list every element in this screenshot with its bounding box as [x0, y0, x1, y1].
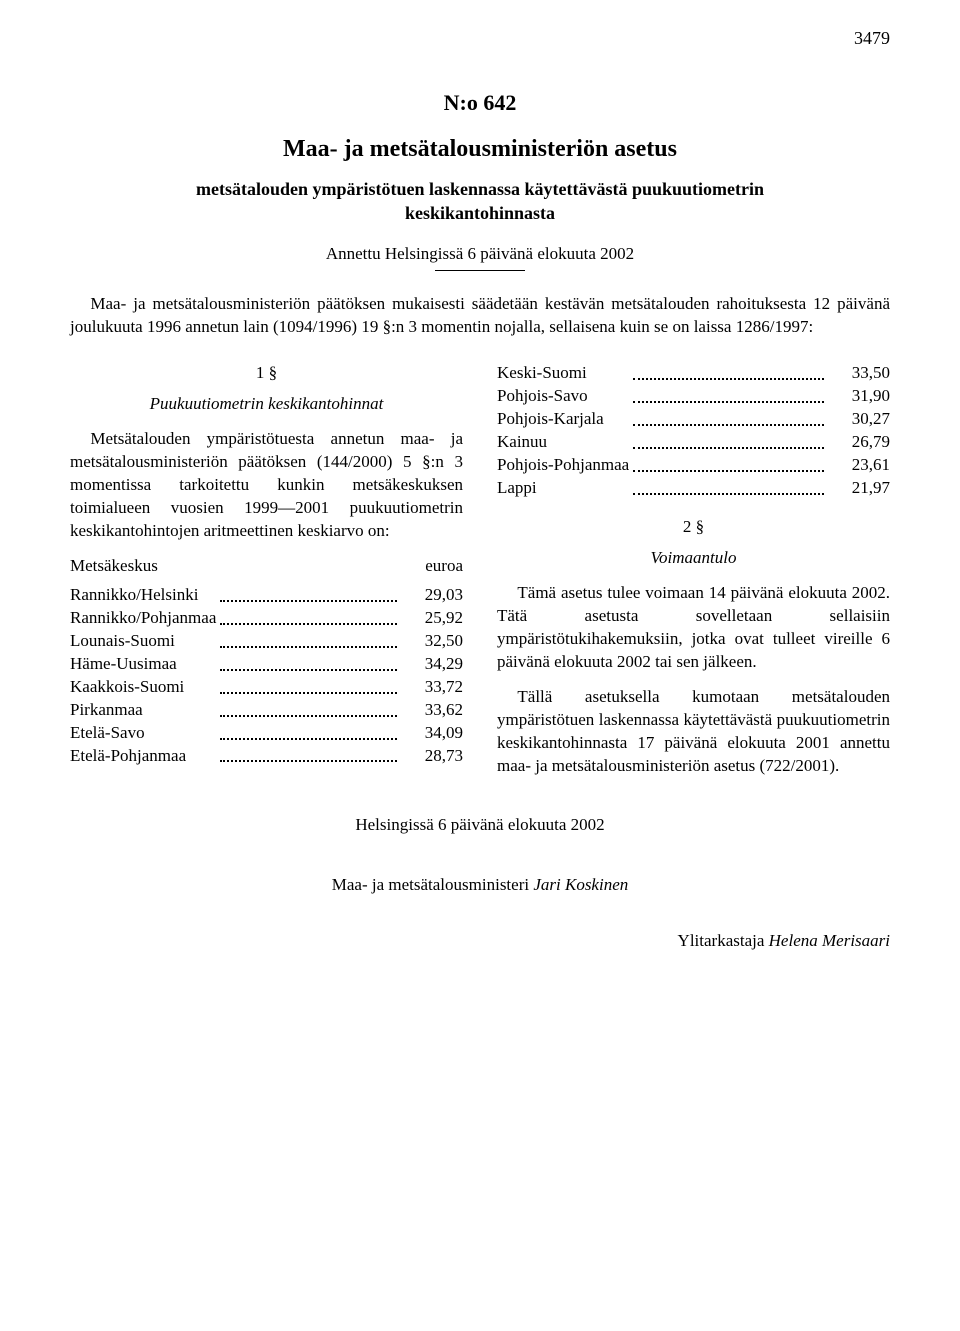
row-value: 23,61 — [824, 454, 890, 477]
row-value: 33,50 — [824, 362, 890, 385]
document-header: N:o 642 Maa- ja metsätalousministeriön a… — [70, 90, 890, 271]
table-row: Kainuu 26,79 — [497, 431, 890, 454]
table-row: Rannikko/Helsinki 29,03 — [70, 584, 463, 607]
row-value: 32,50 — [397, 630, 463, 653]
table-row: Etelä-Savo 34,09 — [70, 722, 463, 745]
inspector-line: Ylitarkastaja Helena Merisaari — [70, 931, 890, 951]
row-value: 25,92 — [397, 607, 463, 630]
row-label: Lappi — [497, 477, 633, 500]
row-label: Etelä-Savo — [70, 722, 220, 745]
row-label: Rannikko/Pohjanmaa — [70, 607, 220, 630]
row-label: Kaakkois-Suomi — [70, 676, 220, 699]
table-row: Häme-Uusimaa 34,29 — [70, 653, 463, 676]
section-2-number: 2 § — [497, 516, 890, 539]
row-value: 33,62 — [397, 699, 463, 722]
table-row: Rannikko/Pohjanmaa 25,92 — [70, 607, 463, 630]
row-label: Kainuu — [497, 431, 633, 454]
minister-line: Maa- ja metsätalousministeri Jari Koskin… — [70, 875, 890, 895]
section-1-paragraph: Metsätalouden ympäristötuesta annetun ma… — [70, 428, 463, 543]
row-value: 26,79 — [824, 431, 890, 454]
header-rule — [435, 270, 525, 271]
table-row: Keski-Suomi 33,50 — [497, 362, 890, 385]
table-row: Pirkanmaa 33,62 — [70, 699, 463, 722]
minister-name: Jari Koskinen — [533, 875, 628, 894]
row-label: Etelä-Pohjanmaa — [70, 745, 220, 768]
table-row: Pohjois-Karjala 30,27 — [497, 408, 890, 431]
section-2-title: Voimaantulo — [497, 547, 890, 570]
price-table-right: Keski-Suomi 33,50 Pohjois-Savo 31,90 Pohjo… — [497, 362, 890, 500]
row-label: Keski-Suomi — [497, 362, 633, 385]
document-number: N:o 642 — [70, 90, 890, 116]
section-1-number: 1 § — [70, 362, 463, 385]
minister-title: Maa- ja metsätalousministeri — [332, 875, 534, 894]
row-label: Pohjois-Karjala — [497, 408, 633, 431]
inspector-name: Helena Merisaari — [769, 931, 890, 950]
row-label: Pohjois-Savo — [497, 385, 633, 408]
row-value: 31,90 — [824, 385, 890, 408]
table-row: Lappi 21,97 — [497, 477, 890, 500]
section-1-title: Puukuutiometrin keskikantohinnat — [70, 393, 463, 416]
row-label: Häme-Uusimaa — [70, 653, 220, 676]
price-table-left: Metsäkeskus euroa Rannikko/Helsinki 29,03… — [70, 555, 463, 767]
document-subtitle: metsätalouden ympäristötuen laskennassa … — [130, 177, 830, 226]
row-value: 34,09 — [397, 722, 463, 745]
row-label: Lounais-Suomi — [70, 630, 220, 653]
table-row: Etelä-Pohjanmaa 28,73 — [70, 745, 463, 768]
table-row: Lounais-Suomi 32,50 — [70, 630, 463, 653]
closing-line: Helsingissä 6 päivänä elokuuta 2002 — [70, 815, 890, 835]
right-column: Keski-Suomi 33,50 Pohjois-Savo 31,90 Pohjo… — [497, 356, 890, 789]
row-value: 28,73 — [397, 745, 463, 768]
issued-line: Annettu Helsingissä 6 päivänä elokuuta 2… — [70, 244, 890, 264]
row-value: 34,29 — [397, 653, 463, 676]
two-column-body: 1 § Puukuutiometrin keskikantohinnat Met… — [70, 356, 890, 789]
table-header-label: Metsäkeskus — [70, 555, 220, 584]
table-row: Pohjois-Savo 31,90 — [497, 385, 890, 408]
inspector-title: Ylitarkastaja — [678, 931, 769, 950]
table-header: Metsäkeskus euroa — [70, 555, 463, 584]
row-value: 33,72 — [397, 676, 463, 699]
section-2-paragraph-1: Tämä asetus tulee voimaan 14 päivänä elo… — [497, 582, 890, 674]
row-value: 30,27 — [824, 408, 890, 431]
document-page: 3479 N:o 642 Maa- ja metsätalousminister… — [0, 0, 960, 1331]
left-column: 1 § Puukuutiometrin keskikantohinnat Met… — [70, 356, 463, 789]
section-2-paragraph-2: Tällä asetuksella kumotaan metsätalouden… — [497, 686, 890, 778]
row-value: 21,97 — [824, 477, 890, 500]
preamble: Maa- ja metsätalousministeriön päätöksen… — [70, 293, 890, 339]
row-value: 29,03 — [397, 584, 463, 607]
table-row: Pohjois-Pohjanmaa 23,61 — [497, 454, 890, 477]
row-label: Pirkanmaa — [70, 699, 220, 722]
document-title: Maa- ja metsätalousministeriön asetus — [70, 136, 890, 163]
table-row: Kaakkois-Suomi 33,72 — [70, 676, 463, 699]
row-label: Pohjois-Pohjanmaa — [497, 454, 633, 477]
row-label: Rannikko/Helsinki — [70, 584, 220, 607]
page-number: 3479 — [854, 28, 890, 49]
table-header-value: euroa — [397, 555, 463, 584]
